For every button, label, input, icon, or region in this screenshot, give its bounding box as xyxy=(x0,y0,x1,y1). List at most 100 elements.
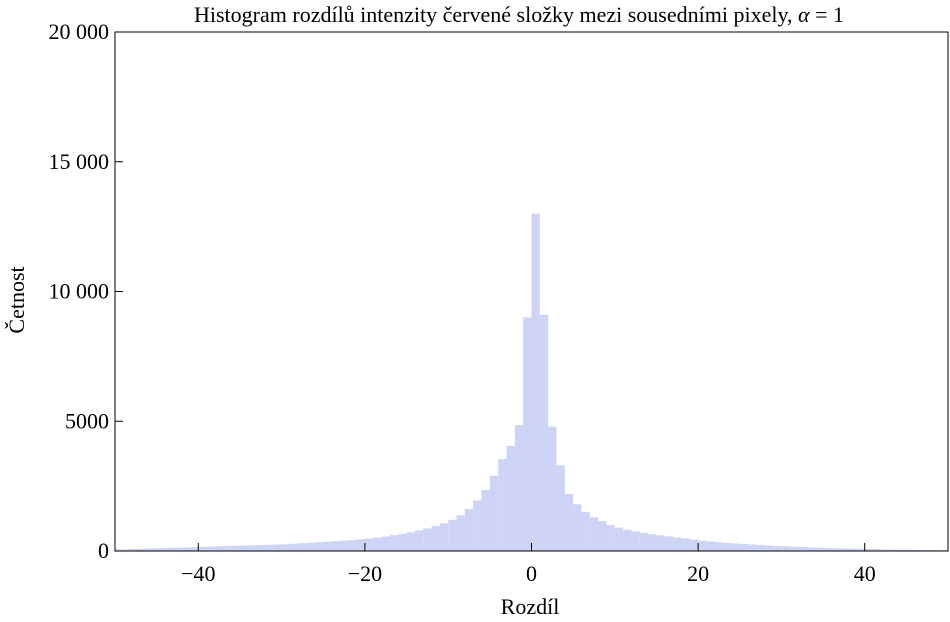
x-tick-label: −20 xyxy=(348,561,382,586)
histogram-bar xyxy=(381,536,390,551)
histogram-bar xyxy=(489,475,499,551)
histogram-bar xyxy=(514,425,524,551)
histogram-bar xyxy=(473,500,482,551)
histogram-bar xyxy=(148,548,157,551)
histogram-bar xyxy=(264,544,274,551)
histogram-bar xyxy=(914,549,924,551)
histogram-bar xyxy=(164,547,174,551)
histogram-bar xyxy=(173,547,182,551)
histogram-bar xyxy=(448,519,457,551)
histogram-bar xyxy=(873,549,882,551)
histogram-bar xyxy=(698,540,707,551)
histogram-bar xyxy=(323,541,332,551)
histogram-bar xyxy=(823,547,832,551)
histogram-bar xyxy=(898,549,907,551)
histogram-bar xyxy=(223,546,232,551)
histogram-bar xyxy=(306,542,315,551)
chart-title: Histogram rozdílů intenzity červené slož… xyxy=(194,2,844,27)
histogram-bar xyxy=(115,549,124,551)
y-tick-label: 0 xyxy=(98,538,109,563)
histogram-bar xyxy=(398,533,407,551)
histogram-bar xyxy=(131,548,140,551)
histogram-bar xyxy=(923,549,932,551)
histogram-bar xyxy=(414,530,424,551)
histogram-bar xyxy=(539,314,549,551)
histogram-bar xyxy=(723,542,732,551)
histogram-bar xyxy=(748,544,757,551)
histogram-bar xyxy=(256,545,265,551)
histogram-bar xyxy=(464,508,474,551)
histogram-bar xyxy=(756,545,765,551)
y-tick-label: 20 000 xyxy=(49,19,110,44)
histogram-bar xyxy=(239,545,249,551)
histogram-bar xyxy=(806,547,815,551)
histogram-bar xyxy=(573,504,582,551)
histogram-bar xyxy=(831,548,840,551)
histogram-bar xyxy=(848,548,857,551)
histogram-bar xyxy=(648,534,657,551)
histogram-bar xyxy=(764,545,774,551)
y-tick-label: 15 000 xyxy=(49,149,110,174)
x-tick-label: 40 xyxy=(854,561,876,586)
histogram-bar xyxy=(506,445,515,551)
histogram-bar xyxy=(206,546,215,551)
histogram-bar xyxy=(364,538,374,551)
histogram-bar xyxy=(439,523,449,551)
histogram-bar xyxy=(681,538,690,551)
histogram-bar xyxy=(389,535,399,551)
histogram-bar xyxy=(548,426,557,551)
histogram-bar xyxy=(523,317,532,551)
histogram-bar xyxy=(139,548,149,551)
histogram-bar xyxy=(406,532,415,551)
histogram-bar xyxy=(673,537,682,551)
histogram-bar xyxy=(331,541,340,551)
histogram-bar xyxy=(814,547,824,551)
histogram-bar xyxy=(339,540,349,551)
histogram-bar xyxy=(798,547,807,551)
histogram-bar xyxy=(231,545,240,551)
histogram-bar xyxy=(864,548,874,551)
histogram-bar xyxy=(289,543,299,551)
x-tick-label: 20 xyxy=(687,561,709,586)
x-axis: −40 −20 0 20 40 xyxy=(181,543,876,586)
histogram-bar xyxy=(556,465,565,551)
histogram-bar xyxy=(189,547,199,551)
histogram-bar xyxy=(731,543,740,551)
histogram-bar xyxy=(606,525,615,551)
histogram-bar xyxy=(198,546,207,551)
y-tick-label: 5000 xyxy=(65,408,109,433)
x-tick-label: −40 xyxy=(181,561,215,586)
histogram-bar xyxy=(481,490,490,551)
histogram-bar xyxy=(581,512,590,551)
histogram-bar xyxy=(881,549,890,551)
histogram-bar xyxy=(498,458,507,551)
histogram-bar xyxy=(839,548,849,551)
histogram-bar xyxy=(123,549,132,551)
histogram-bar xyxy=(614,527,624,551)
histogram-bar xyxy=(706,541,715,551)
histogram-bar xyxy=(781,546,790,551)
histogram-bar xyxy=(348,540,357,551)
histogram-bar xyxy=(298,543,307,551)
histogram-bar xyxy=(314,542,324,551)
histogram-bar xyxy=(373,537,382,551)
histogram-bar xyxy=(589,517,599,551)
histogram-bar xyxy=(531,213,540,551)
histogram-bar xyxy=(273,544,282,551)
histogram-bar xyxy=(456,515,465,551)
histogram-bar xyxy=(664,536,674,551)
x-tick-label: 0 xyxy=(526,561,537,586)
histogram-bar xyxy=(214,546,224,551)
y-tick-label: 10 000 xyxy=(49,279,110,304)
histogram-bar xyxy=(856,548,865,551)
histogram-bar xyxy=(789,546,799,551)
histogram-bar xyxy=(181,547,190,551)
histogram-bar xyxy=(906,549,915,551)
histogram-bars xyxy=(115,213,948,551)
histogram-bar xyxy=(281,544,290,551)
histogram-bar xyxy=(598,521,607,551)
histogram-bar xyxy=(423,528,432,551)
histogram-bar xyxy=(889,549,899,551)
y-axis-label: Četnost xyxy=(4,266,29,333)
